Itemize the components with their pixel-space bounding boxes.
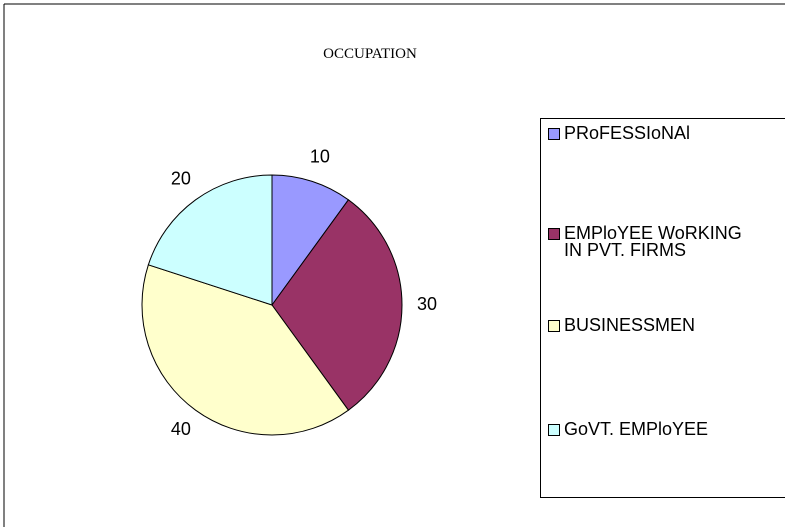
data-label: 10 xyxy=(310,146,330,166)
legend-entry: GoVT. EMPloYEE xyxy=(548,419,783,439)
pie-slice xyxy=(271,199,403,411)
legend-label: EMPloYEE WoRKING IN PVT. FIRMS xyxy=(564,223,742,260)
legend-swatch xyxy=(548,424,560,436)
legend-label: GoVT. EMPloYEE xyxy=(564,419,709,439)
legend-entry: EMPloYEE WoRKING IN PVT. FIRMS xyxy=(548,223,783,260)
legend-label: PRoFESSIoNAl xyxy=(564,123,691,143)
legend-swatch xyxy=(548,228,560,240)
legend-label: BUSINESSMEN xyxy=(564,315,696,335)
pie-slice xyxy=(147,174,273,306)
chart-title: OCCUPATION xyxy=(323,46,417,62)
legend-entry: PRoFESSIoNAl xyxy=(548,123,783,143)
data-label: 40 xyxy=(171,419,191,439)
legend-entry: BUSINESSMEN xyxy=(548,315,783,335)
legend-swatch xyxy=(548,320,560,332)
pie-slice xyxy=(271,174,350,307)
legend: PRoFESSIoNAl EMPloYEE WoRKING IN PVT. FIR… xyxy=(540,118,785,498)
data-label: 30 xyxy=(417,294,437,314)
data-label: 20 xyxy=(171,168,191,188)
pie-slice xyxy=(141,264,350,436)
legend-swatch xyxy=(548,128,560,140)
